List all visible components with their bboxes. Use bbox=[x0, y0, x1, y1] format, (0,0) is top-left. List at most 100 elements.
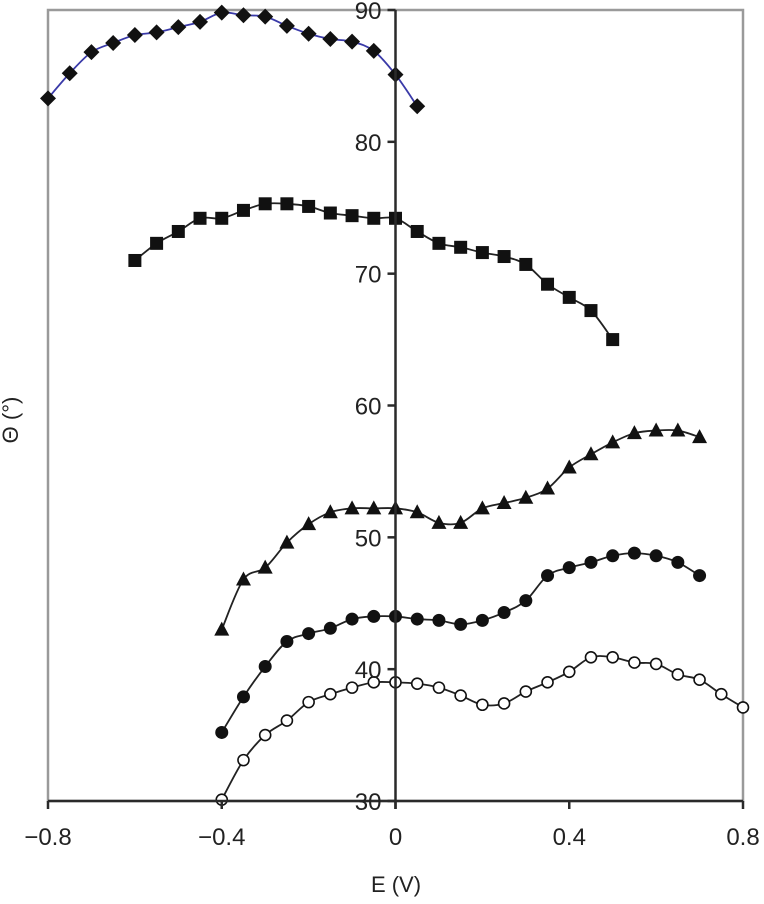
square-marker bbox=[475, 246, 489, 260]
y-tick-label: 50 bbox=[355, 525, 382, 552]
square-marker bbox=[323, 206, 337, 220]
circle-marker bbox=[627, 546, 641, 560]
circle-marker bbox=[302, 627, 316, 641]
open-circle-marker bbox=[454, 689, 467, 702]
diamond-marker bbox=[148, 24, 165, 41]
triangle-marker bbox=[235, 571, 251, 586]
circle-marker bbox=[475, 613, 489, 627]
axes-layer bbox=[46, 8, 745, 809]
triangle-marker bbox=[540, 480, 556, 495]
series-line bbox=[220, 655, 744, 801]
open-circle-marker bbox=[258, 728, 272, 742]
x-tick-label: 0.4 bbox=[553, 824, 586, 851]
triangle-marker bbox=[431, 514, 447, 529]
open-circle-marker bbox=[497, 697, 511, 710]
open-circle-marker bbox=[736, 701, 750, 714]
open-circle-marker bbox=[476, 698, 489, 712]
y-axis-title: Θ (°) bbox=[0, 397, 23, 444]
open-circle-marker bbox=[280, 714, 294, 727]
circle-marker bbox=[541, 569, 555, 583]
circle-marker bbox=[671, 555, 685, 569]
open-circle-marker bbox=[628, 656, 641, 669]
series-layer bbox=[40, 4, 750, 806]
triangle-marker bbox=[257, 559, 273, 574]
x-tick-label: 0 bbox=[389, 824, 402, 851]
diamond-marker bbox=[213, 4, 230, 21]
diamond-marker bbox=[235, 7, 252, 24]
square-marker bbox=[345, 209, 359, 223]
square-marker bbox=[541, 277, 555, 291]
diamond-marker bbox=[322, 31, 339, 48]
square-marker bbox=[584, 304, 598, 318]
square-marker bbox=[280, 197, 294, 211]
square-marker bbox=[367, 211, 381, 225]
open-circle-marker bbox=[302, 695, 315, 709]
triangle-marker bbox=[648, 422, 664, 437]
square-marker bbox=[128, 253, 142, 267]
open-circle-marker bbox=[541, 676, 554, 689]
diamond-marker bbox=[40, 90, 56, 107]
series-filled-circles bbox=[215, 546, 707, 739]
series-squares bbox=[128, 197, 620, 347]
open-circle-marker bbox=[714, 687, 728, 701]
open-circle-marker bbox=[606, 651, 619, 664]
triangle-marker bbox=[279, 534, 295, 549]
open-circle-marker bbox=[562, 665, 576, 679]
triangle-marker bbox=[409, 504, 425, 519]
square-marker bbox=[410, 224, 424, 238]
circle-marker bbox=[432, 613, 446, 627]
square-marker bbox=[215, 211, 229, 225]
triangle-marker bbox=[344, 500, 360, 515]
y-tick-label: 30 bbox=[355, 789, 382, 816]
triangle-marker bbox=[214, 621, 230, 636]
square-marker bbox=[258, 197, 272, 211]
circle-marker bbox=[367, 609, 381, 623]
x-axis-title: E (V) bbox=[371, 872, 421, 897]
triangle-marker bbox=[496, 495, 512, 510]
x-tick-label: −0.8 bbox=[24, 824, 71, 851]
square-marker bbox=[562, 290, 576, 304]
triangle-marker bbox=[626, 425, 642, 440]
diamond-marker bbox=[105, 34, 122, 51]
x-tick-label: 0.8 bbox=[726, 824, 759, 851]
square-marker bbox=[302, 199, 316, 213]
circle-marker bbox=[454, 617, 468, 631]
y-tick-label: 80 bbox=[355, 130, 382, 157]
square-marker bbox=[171, 224, 185, 238]
open-circle-marker bbox=[671, 668, 685, 681]
series-line bbox=[220, 552, 701, 733]
triangle-marker bbox=[453, 514, 469, 529]
y-tick-label: 40 bbox=[355, 657, 382, 684]
triangle-marker bbox=[692, 429, 708, 444]
diamond-marker bbox=[409, 98, 426, 115]
circle-marker bbox=[258, 660, 272, 674]
triangle-marker bbox=[561, 459, 577, 474]
square-marker bbox=[432, 236, 446, 250]
triangle-marker bbox=[301, 516, 317, 531]
y-tick-label: 70 bbox=[355, 262, 382, 289]
series-diamonds bbox=[40, 4, 426, 115]
circle-marker bbox=[410, 612, 424, 626]
triangle-marker bbox=[366, 500, 382, 515]
circle-marker bbox=[345, 612, 359, 626]
circle-marker bbox=[323, 621, 337, 635]
open-circle-marker bbox=[237, 753, 250, 767]
triangle-marker bbox=[322, 504, 338, 519]
diamond-marker bbox=[170, 19, 187, 36]
circle-marker bbox=[236, 690, 250, 704]
diamond-marker bbox=[257, 8, 274, 25]
open-circle-marker bbox=[649, 657, 663, 671]
square-marker bbox=[519, 257, 533, 271]
open-circle-marker bbox=[432, 681, 446, 694]
series-line bbox=[47, 11, 418, 107]
square-marker bbox=[193, 211, 207, 225]
open-circle-marker bbox=[584, 651, 598, 664]
series-triangles bbox=[214, 422, 708, 636]
circle-marker bbox=[497, 605, 511, 619]
square-marker bbox=[497, 250, 511, 264]
square-marker bbox=[606, 333, 620, 347]
series-open-circles bbox=[215, 651, 750, 806]
circle-marker bbox=[562, 561, 576, 575]
open-circle-marker bbox=[324, 687, 337, 701]
